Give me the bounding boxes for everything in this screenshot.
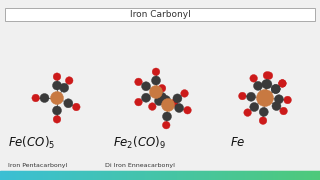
Circle shape xyxy=(170,99,178,107)
Circle shape xyxy=(40,93,49,102)
Circle shape xyxy=(73,103,80,111)
Circle shape xyxy=(53,116,61,123)
Circle shape xyxy=(259,117,267,124)
Circle shape xyxy=(173,94,182,103)
Circle shape xyxy=(148,103,156,110)
Circle shape xyxy=(163,121,170,129)
Circle shape xyxy=(184,106,191,114)
Circle shape xyxy=(52,81,61,90)
Circle shape xyxy=(163,112,172,121)
Circle shape xyxy=(284,96,292,104)
Circle shape xyxy=(279,80,286,87)
Circle shape xyxy=(263,72,271,79)
FancyBboxPatch shape xyxy=(5,8,315,21)
Circle shape xyxy=(244,109,252,116)
Circle shape xyxy=(152,68,160,76)
Circle shape xyxy=(141,93,150,102)
Circle shape xyxy=(246,92,256,101)
Circle shape xyxy=(162,98,174,111)
Circle shape xyxy=(155,96,164,105)
Circle shape xyxy=(259,107,268,116)
Text: $\it{Fe}$: $\it{Fe}$ xyxy=(230,136,245,150)
Circle shape xyxy=(271,84,280,93)
Circle shape xyxy=(181,90,188,97)
Circle shape xyxy=(279,80,286,87)
Circle shape xyxy=(65,77,73,84)
Circle shape xyxy=(141,82,150,91)
Circle shape xyxy=(157,93,166,102)
Circle shape xyxy=(280,107,287,115)
Text: Iron Carbonyl: Iron Carbonyl xyxy=(130,10,190,19)
Circle shape xyxy=(257,89,274,107)
Circle shape xyxy=(53,73,61,80)
Circle shape xyxy=(52,106,61,115)
Circle shape xyxy=(60,83,69,92)
Text: $\it{Fe_2(CO)_9}$: $\it{Fe_2(CO)_9}$ xyxy=(113,135,166,151)
Circle shape xyxy=(135,78,142,86)
Circle shape xyxy=(275,95,284,104)
Circle shape xyxy=(162,96,171,105)
Circle shape xyxy=(262,80,271,89)
Circle shape xyxy=(239,92,246,100)
Circle shape xyxy=(250,102,259,111)
Circle shape xyxy=(135,98,142,106)
Circle shape xyxy=(64,99,73,108)
Text: $\it{Fe(CO)_5}$: $\it{Fe(CO)_5}$ xyxy=(8,135,55,151)
Text: Di Iron Enneacarbonyl: Di Iron Enneacarbonyl xyxy=(105,163,175,168)
Circle shape xyxy=(158,84,166,92)
Circle shape xyxy=(253,81,262,90)
Circle shape xyxy=(265,72,273,79)
Circle shape xyxy=(151,76,161,85)
Circle shape xyxy=(175,103,184,112)
Circle shape xyxy=(51,91,63,105)
Circle shape xyxy=(263,80,272,89)
Circle shape xyxy=(32,94,39,102)
Circle shape xyxy=(271,84,280,93)
Text: Iron Pentacarbonyl: Iron Pentacarbonyl xyxy=(8,163,67,168)
Circle shape xyxy=(149,86,163,98)
Circle shape xyxy=(250,75,258,82)
Circle shape xyxy=(272,102,281,111)
